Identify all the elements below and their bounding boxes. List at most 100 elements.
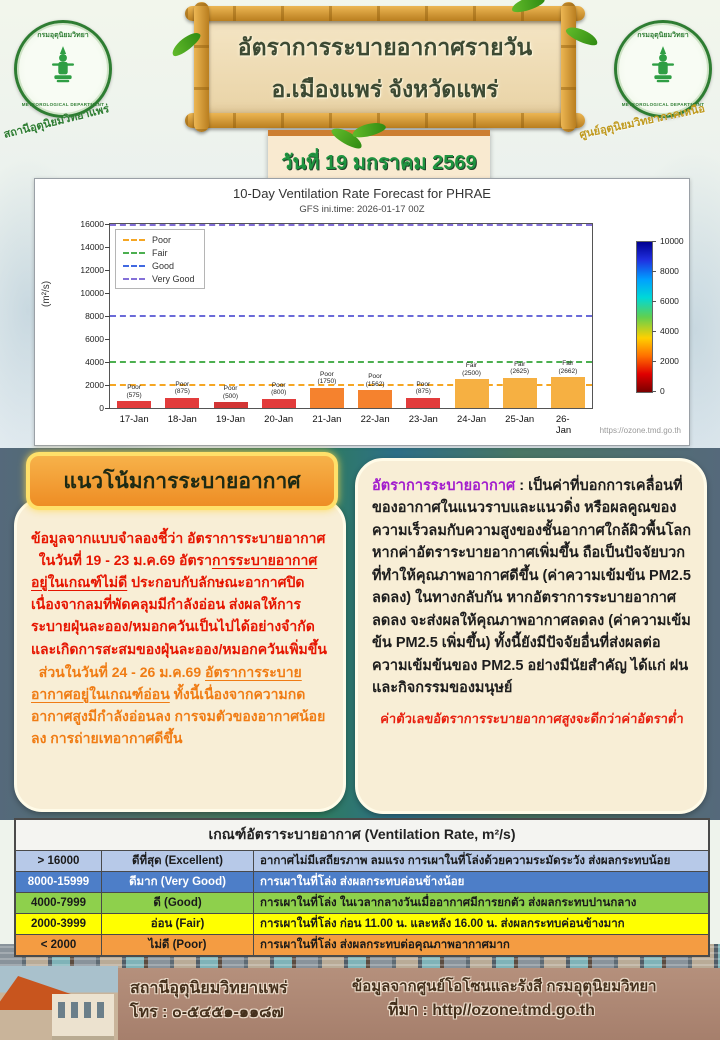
x-tick-label-22-Jan: 22-Jan — [360, 414, 390, 425]
criteria-range: 2000-3999 — [16, 914, 102, 934]
criteria-rating: ไม่ดี (Poor) — [102, 935, 254, 955]
windows-shape — [58, 1002, 108, 1018]
y-tick-mark — [105, 408, 110, 409]
y-tick-label: 12000 — [80, 265, 104, 275]
bar-label-26-Jan: Fair (2662) — [558, 360, 578, 375]
tmd-seal-left: กรมอุตุนิยมวิทยา METEOROLOGICAL DEPARTME… — [14, 20, 112, 118]
bamboo-bar — [185, 113, 585, 128]
underlined-text: การระบายอากาศอยู่ในเกณฑ์ไม่ดี — [31, 552, 318, 591]
x-tick-label-25-Jan: 25-Jan — [505, 414, 535, 425]
legend-item-poor: Poor — [123, 233, 195, 246]
criteria-description: การเผาในที่โล่ง ส่งผลกระทบค่อนข้างน้อย — [260, 876, 465, 888]
seal-bottom-text: METEOROLOGICAL DEPARTMENT — [21, 102, 105, 107]
y-tick-label: 16000 — [80, 219, 104, 229]
bar-label-17-Jan: Poor (575) — [126, 384, 142, 399]
trend-box: ข้อมูลจากแบบจำลองชี้ว่า อัตราการระบายอาก… — [14, 498, 346, 812]
footer-station-name: สถานีอุตุนิยมวิทยาแพร่ — [130, 980, 288, 997]
legend-label: Poor — [152, 234, 172, 245]
trend-heading: แนวโน้มการระบายอากาศ — [63, 469, 301, 493]
bar-label-25-Jan: Fair (2625) — [510, 360, 530, 376]
y-tick-label: 14000 — [80, 242, 104, 252]
deity-emblem-icon — [52, 46, 74, 83]
x-tick-label-19-Jan: 19-Jan — [215, 414, 246, 425]
colorbar-tick — [652, 271, 656, 272]
colorbar-tick — [652, 391, 656, 392]
bar-label-18-Jan: Poor (875) — [174, 381, 190, 396]
footer-source-line1: ข้อมูลจากศูนย์โอโซนและรังสี กรมอุตุนิยมว… — [352, 978, 657, 995]
criteria-row-3: 4000-7999 ดี (Good) การเผาในที่โล่ง ในเวลา… — [16, 892, 708, 913]
colorbar-ticks: 0 2000 4000 6000 8000 10000 — [636, 236, 696, 396]
legend-item-very-good: Very Good — [123, 272, 195, 285]
threshold-line-poor — [110, 384, 592, 386]
trend-heading-pill: แนวโน้มการระบายอากาศ — [26, 452, 338, 510]
threshold-line-fair — [110, 361, 592, 363]
y-tick-label: 4000 — [85, 357, 104, 367]
definition-note: ค่าตัวเลขอัตราการระบายอากาศสูงจะดีกว่าค่… — [379, 710, 685, 726]
criteria-description: การเผาในที่โล่ง ก่อน 11.00 น. และหลัง 16… — [260, 918, 625, 930]
y-tick-label: 8000 — [85, 311, 104, 321]
chart-subtitle: GFS ini.time: 2026-01-17 00Z — [299, 204, 425, 215]
bamboo-bar — [185, 6, 585, 21]
y-tick-mark — [105, 270, 110, 271]
station-photo — [0, 966, 118, 1040]
legend-dash-icon — [123, 264, 145, 267]
bar-26-Jan — [550, 377, 585, 408]
legend-dash-icon — [123, 277, 145, 280]
bamboo-title-sign: อัตราการระบายอากาศรายวัน อ.เมืองแพร่ จัง… — [168, 0, 600, 132]
bar-23-Jan — [406, 397, 441, 408]
text-segment: ในวันที่ 19 - 23 ม.ค.69 อัตรา — [31, 552, 212, 569]
criteria-range: 4000-7999 — [16, 893, 102, 913]
y-tick-mark — [105, 293, 110, 294]
colorbar-tick — [652, 331, 656, 332]
footer-phone: โทร : ๐-๕๔๕๑-๑๑๘๗ — [130, 1004, 284, 1021]
x-tick-label-23-Jan: 23-Jan — [408, 414, 438, 425]
legend-dash-icon — [123, 251, 145, 254]
forecast-date: วันที่ 19 มกราคม 2569 — [281, 152, 477, 174]
colorbar-tick-label: 4000 — [660, 326, 679, 336]
bar-25-Jan — [502, 377, 537, 408]
bar-21-Jan — [309, 387, 344, 408]
ventilation-chart-panel: 10-Day Ventilation Rate Forecast for PHR… — [34, 178, 690, 446]
footer-source-line2: ที่มา : http//ozone.tmd.go.th — [388, 1002, 595, 1019]
bamboo-bar — [194, 2, 209, 132]
colorbar-tick-label: 2000 — [660, 356, 679, 366]
bar-label-24-Jan: Fair (2500) — [462, 362, 481, 377]
colorbar-tick-label: 10000 — [660, 236, 684, 246]
colorbar-tick-label: 0 — [660, 386, 665, 396]
criteria-row-2: 8000-15999 ดีมาก (Very Good) การเผาในที่โล… — [16, 871, 708, 892]
y-tick-mark — [105, 224, 110, 225]
underlined-text: อัตราการระบายอากาศอยู่ในเกณฑ์อ่อน — [31, 663, 302, 702]
definition-box: อัตราการระบายอากาศ : เป็นค่าที่บอกการเคล… — [355, 458, 707, 814]
trend-paragraph-1: ข้อมูลจากแบบจำลองชี้ว่า อัตราการระบายอาก… — [31, 527, 331, 660]
seal-bottom-text: METEOROLOGICAL DEPARTMENT — [621, 102, 705, 107]
trend-paragraph-2: ส่วนในวันที่ 24 - 26 ม.ค.69 อัตราการระบา… — [31, 661, 331, 749]
criteria-rating: ดี (Good) — [102, 893, 254, 913]
bar-19-Jan — [213, 402, 248, 408]
chart-legend: Poor Fair Good Very Good — [115, 229, 205, 289]
legend-dash-icon — [123, 238, 145, 241]
legend-label: Good — [152, 260, 175, 271]
text-segment: ส่วนในวันที่ 24 - 26 ม.ค.69 — [31, 663, 206, 680]
y-tick-label: 2000 — [85, 380, 104, 390]
bar-label-22-Jan: Poor (1562) — [365, 373, 385, 388]
criteria-description: การเผาในที่โล่ง ส่งผลกระทบต่อคุณภาพอากาศ… — [260, 939, 510, 951]
text-segment: ประกอบกับลักษณะอากาศปิด เนื่องจากลมที่พั… — [31, 574, 327, 657]
definition-term: อัตราการระบายอากาศ — [372, 478, 516, 494]
legend-label: Fair — [152, 247, 168, 258]
x-tick-label-21-Jan: 21-Jan — [312, 414, 342, 425]
bar-label-21-Jan: Poor (1750) — [317, 370, 337, 386]
threshold-line-very-good — [110, 224, 592, 226]
definition-text-1: เป็นค่าที่บอกการเคลื่อนที่ของอากาศในแนวร… — [372, 478, 692, 539]
deity-emblem-icon — [652, 46, 674, 83]
bar-label-23-Jan: Poor (875) — [415, 381, 431, 396]
seal-top-text: กรมอุตุนิยมวิทยา — [37, 32, 89, 39]
y-tick-mark — [105, 316, 110, 317]
chart-source-url: https://ozone.tmd.go.th — [599, 426, 681, 435]
bar-20-Jan — [261, 398, 296, 408]
chart-title: 10-Day Ventilation Rate Forecast for PHR… — [233, 186, 491, 201]
criteria-row-4: 2000-3999 อ่อน (Fair) การเผาในที่โล่ง ก่อน… — [16, 913, 708, 934]
threshold-line-good — [110, 315, 592, 317]
colorbar-tick-label: 8000 — [660, 266, 679, 276]
criteria-rating: อ่อน (Fair) — [102, 914, 254, 934]
